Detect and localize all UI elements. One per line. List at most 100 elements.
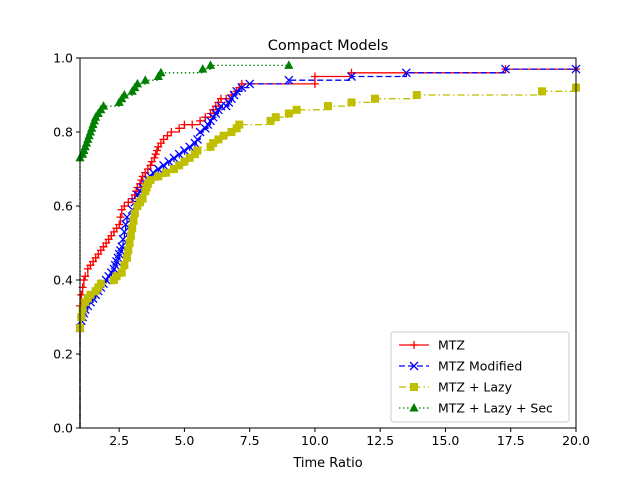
x-tick-label: 7.5 <box>240 433 260 448</box>
x-tick-label: 12.5 <box>366 433 394 448</box>
data-point <box>185 142 195 152</box>
series-mtz-lazy <box>76 83 580 428</box>
data-point <box>164 157 174 167</box>
data-point <box>146 161 155 170</box>
x-tick-label: 2.5 <box>109 433 129 448</box>
data-point <box>409 361 419 371</box>
data-point <box>209 139 218 148</box>
data-point <box>138 194 147 203</box>
data-point <box>205 60 216 69</box>
data-point <box>124 198 133 207</box>
data-point <box>169 165 178 173</box>
data-point <box>410 383 418 391</box>
x-tick-label: 17.5 <box>497 433 525 448</box>
data-point <box>120 202 129 210</box>
data-point <box>86 290 95 299</box>
data-point <box>179 146 189 155</box>
x-tick-label: 10.0 <box>301 433 329 448</box>
data-point <box>159 160 168 170</box>
data-point <box>193 134 202 144</box>
data-point <box>232 86 242 96</box>
data-point <box>222 94 231 103</box>
legend-label: MTZ Modified <box>438 359 522 374</box>
data-point <box>169 153 179 163</box>
data-point <box>126 231 135 240</box>
data-point <box>175 161 184 170</box>
series-mtz <box>76 65 580 428</box>
data-point <box>146 176 155 185</box>
data-point <box>198 64 208 73</box>
x-tick-label: 20.0 <box>562 433 590 448</box>
data-point <box>370 94 379 103</box>
data-point <box>271 113 280 122</box>
data-point <box>310 79 319 88</box>
data-point <box>180 157 189 166</box>
data-point <box>153 164 163 174</box>
data-point <box>79 276 88 284</box>
y-axis: 0.0 0.2 0.4 0.6 0.8 1.0 <box>53 51 80 436</box>
data-point <box>190 138 200 148</box>
x-axis: 2.5 5.0 7.5 10.0 12.5 15.0 17.5 20.0 <box>109 428 590 448</box>
data-point <box>98 101 109 110</box>
chart-title: Compact Models <box>268 38 389 54</box>
data-point <box>310 72 319 81</box>
data-point <box>81 272 90 281</box>
data-point <box>153 146 162 155</box>
data-point <box>538 87 547 96</box>
legend-item: MTZ + Lazy + Sec <box>399 401 553 416</box>
data-point <box>214 135 223 144</box>
data-point <box>115 220 124 229</box>
data-point <box>154 172 163 181</box>
data-point <box>128 224 137 233</box>
data-point <box>221 101 231 111</box>
legend: MTZ MTZ Modified MTZ + Lazy MTZ + Lazy + Se… <box>390 331 570 423</box>
data-point <box>167 128 176 136</box>
data-point <box>163 131 172 140</box>
y-tick-label: 0.4 <box>53 273 73 288</box>
legend-item: MTZ + Lazy <box>399 380 513 395</box>
y-tick-label: 0.8 <box>53 125 73 140</box>
data-point <box>116 213 125 222</box>
series-line <box>79 64 289 428</box>
data-point <box>501 64 510 74</box>
data-point <box>150 153 159 162</box>
data-point <box>117 268 126 277</box>
data-point <box>206 116 215 126</box>
data-point <box>129 216 138 225</box>
series-mtz-lazy-sec <box>75 60 294 428</box>
data-point <box>96 279 105 288</box>
data-point <box>112 272 121 281</box>
data-point <box>151 150 160 159</box>
data-point <box>324 102 332 111</box>
y-tick-label: 0.0 <box>53 421 73 436</box>
data-point <box>193 146 202 155</box>
data-point <box>226 94 236 104</box>
data-point <box>200 123 210 133</box>
data-point <box>213 105 223 115</box>
legend-box <box>390 331 570 423</box>
data-point <box>224 97 234 107</box>
data-point <box>132 78 143 88</box>
data-point <box>284 109 293 118</box>
data-point <box>401 68 411 78</box>
data-point <box>347 68 356 77</box>
data-point <box>125 239 134 247</box>
data-point <box>227 128 236 136</box>
data-point <box>180 120 189 129</box>
data-point <box>266 116 275 125</box>
data-point <box>347 98 356 107</box>
x-tick-label: 15.0 <box>432 433 460 448</box>
data-point <box>162 168 171 177</box>
data-point <box>119 90 129 99</box>
y-tick-label: 0.6 <box>53 199 73 214</box>
data-point <box>208 112 218 122</box>
data-point <box>156 67 166 77</box>
data-point <box>284 60 294 69</box>
data-point <box>229 90 239 100</box>
data-point <box>409 403 419 412</box>
data-point <box>188 120 197 129</box>
data-point <box>159 135 168 144</box>
data-point <box>235 120 244 129</box>
data-point <box>185 153 194 162</box>
